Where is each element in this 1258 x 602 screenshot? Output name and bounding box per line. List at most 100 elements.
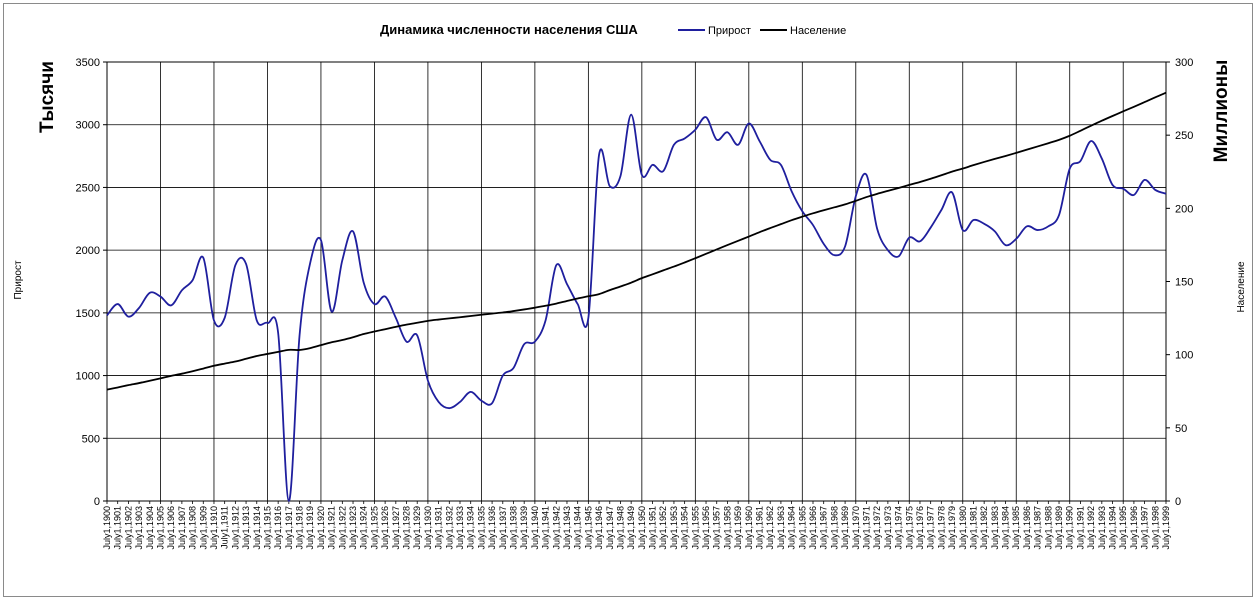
x-tick-label: July1,1974 — [894, 506, 904, 550]
y-left-tick-label: 3000 — [76, 120, 100, 132]
x-tick-label: July1,1986 — [1022, 506, 1032, 550]
x-tick-label: July1,1998 — [1150, 506, 1160, 550]
x-tick-label: July1,1925 — [369, 506, 379, 550]
x-tick-label: July1,1916 — [273, 506, 283, 550]
x-tick-label: July1,1952 — [658, 506, 668, 550]
x-tick-label: July1,1994 — [1108, 506, 1118, 550]
x-tick-label: July1,1975 — [904, 506, 914, 550]
x-tick-label: July1,1945 — [583, 506, 593, 550]
x-tick-label: July1,1950 — [637, 506, 647, 550]
x-tick-label: July1,1932 — [444, 506, 454, 550]
x-tick-label: July1,1923 — [348, 506, 358, 550]
x-tick-label: July1,1902 — [123, 506, 133, 550]
x-tick-label: July1,1941 — [541, 506, 551, 550]
x-tick-label: July1,1990 — [1065, 506, 1075, 550]
x-tick-label: July1,1980 — [958, 506, 968, 550]
x-tick-label: July1,1978 — [936, 506, 946, 550]
x-tick-label: July1,1985 — [1011, 506, 1021, 550]
x-tick-label: July1,1949 — [626, 506, 636, 550]
x-tick-label: July1,1962 — [765, 506, 775, 550]
x-tick-label: July1,1906 — [166, 506, 176, 550]
y-left-tick-labels: 0 500 1000 1500 2000 2500 3000 3500 — [76, 57, 107, 508]
x-tick-label: July1,1900 — [102, 506, 112, 550]
x-tick-label: July1,1973 — [883, 506, 893, 550]
x-tick-label: July1,1969 — [840, 506, 850, 550]
x-tick-label: July1,1915 — [262, 506, 272, 550]
y-right-tick-label: 200 — [1175, 203, 1193, 215]
x-tick-label: July1,1907 — [177, 506, 187, 550]
x-tick-label: July1,1933 — [455, 506, 465, 550]
x-tick-label: July1,1940 — [530, 506, 540, 550]
x-tick-label: July1,1989 — [1054, 506, 1064, 550]
x-tick-label: July1,1993 — [1097, 506, 1107, 550]
legend: Прирост Население — [678, 25, 846, 37]
x-tick-label: July1,1917 — [284, 506, 294, 550]
x-tick-label: July1,1934 — [466, 506, 476, 550]
series-line-population — [106, 91, 1167, 391]
y-left-tick-label: 2500 — [76, 182, 100, 194]
x-tick-label: July1,1942 — [551, 506, 561, 550]
chart-title: Динамика численности населения США — [380, 22, 638, 37]
x-tick-label: July1,1970 — [851, 506, 861, 550]
x-tick-label: July1,1924 — [359, 506, 369, 550]
x-tick-label: July1,1946 — [594, 506, 604, 550]
x-tick-label: July1,1928 — [402, 506, 412, 550]
series-line-growth — [106, 113, 1167, 502]
x-tick-label: July1,1991 — [1075, 506, 1085, 550]
legend-label-population: Население — [790, 25, 846, 37]
x-tick-label: July1,1957 — [712, 506, 722, 550]
x-tick-label: July1,1943 — [562, 506, 572, 550]
x-tick-label: July1,1918 — [295, 506, 305, 550]
y-left-tick-label: 3500 — [76, 57, 100, 69]
x-tick-label: July1,1926 — [380, 506, 390, 550]
x-tick-label: July1,1995 — [1118, 506, 1128, 550]
x-tick-label: July1,1977 — [926, 506, 936, 550]
x-tick-label: July1,1909 — [198, 506, 208, 550]
x-tick-label: July1,1920 — [316, 506, 326, 550]
y-right-tick-label: 50 — [1175, 423, 1187, 435]
x-tick-label: July1,1901 — [113, 506, 123, 550]
y-right-axis-title: Миллионы — [1211, 60, 1232, 163]
y-right-tick-label: 100 — [1175, 350, 1193, 362]
x-tick-label: July1,1976 — [915, 506, 925, 550]
x-tick-labels: July1,1900 July1,1901 July1,1902 July1,1903… — [102, 501, 1171, 550]
x-tick-label: July1,1905 — [155, 506, 165, 550]
x-tick-label: July1,1908 — [188, 506, 198, 550]
x-tick-label: July1,1987 — [1033, 506, 1043, 550]
x-tick-label: July1,1955 — [690, 506, 700, 550]
x-tick-label: July1,1927 — [391, 506, 401, 550]
x-tick-label: July1,1919 — [305, 506, 315, 550]
y-left-tick-label: 500 — [82, 433, 100, 445]
y-right-tick-label: 150 — [1175, 277, 1193, 289]
x-tick-label: July1,1964 — [787, 506, 797, 550]
x-tick-label: July1,1984 — [1001, 506, 1011, 550]
x-tick-label: July1,1939 — [519, 506, 529, 550]
y-right-tick-labels: 0 50 100 150 200 250 300 — [1166, 57, 1193, 508]
x-tick-label: July1,1968 — [829, 506, 839, 550]
x-tick-label: July1,1996 — [1129, 506, 1139, 550]
x-tick-label: July1,1911 — [220, 506, 230, 549]
x-tick-label: July1,1921 — [327, 506, 337, 550]
x-tick-label: July1,1988 — [1043, 506, 1053, 550]
y-right-tick-label: 250 — [1175, 130, 1193, 142]
x-tick-label: July1,1961 — [755, 506, 765, 550]
x-tick-label: July1,1979 — [947, 506, 957, 550]
x-tick-label: July1,1903 — [134, 506, 144, 550]
x-tick-label: July1,1981 — [968, 506, 978, 550]
x-tick-label: July1,1958 — [722, 506, 732, 550]
x-tick-label: July1,1954 — [680, 506, 690, 550]
x-tick-label: July1,1922 — [337, 506, 347, 550]
x-tick-label: July1,1937 — [498, 506, 508, 550]
y-right-tick-label: 300 — [1175, 57, 1193, 69]
x-tick-label: July1,1910 — [209, 506, 219, 550]
x-tick-label: July1,1960 — [744, 506, 754, 550]
y-left-axis-title: Тысячи — [37, 61, 58, 133]
y-right-series-label: Население — [1236, 261, 1247, 313]
x-tick-label: July1,1971 — [861, 506, 871, 550]
x-tick-label: July1,1947 — [605, 506, 615, 550]
series-lines — [106, 91, 1167, 502]
x-tick-label: July1,1935 — [476, 506, 486, 550]
x-tick-label: July1,1997 — [1140, 506, 1150, 550]
x-tick-label: July1,1959 — [733, 506, 743, 550]
x-tick-label: July1,1983 — [990, 506, 1000, 550]
